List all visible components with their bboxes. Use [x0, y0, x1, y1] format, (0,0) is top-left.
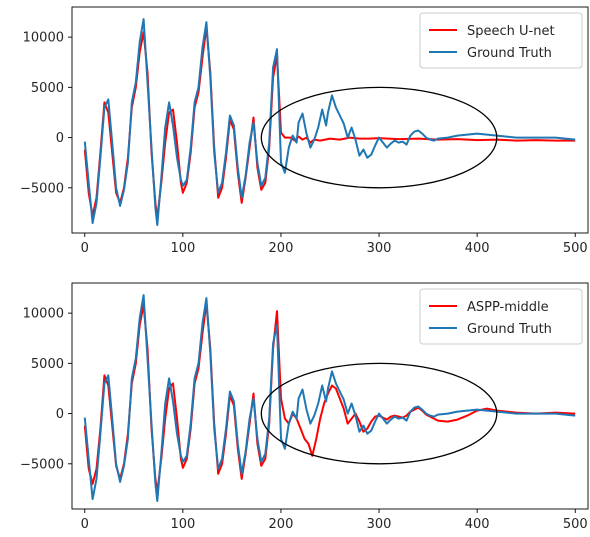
y-tick-label: 0	[56, 131, 64, 146]
x-tick-label: 300	[367, 517, 392, 532]
legend-label: Speech U-net	[467, 24, 555, 39]
x-tick-label: 100	[170, 517, 195, 532]
y-tick-label: 5000	[31, 357, 64, 372]
y-tick-label: 5000	[31, 81, 64, 96]
y-tick-label: −5000	[20, 457, 64, 472]
x-tick-label: 200	[269, 517, 294, 532]
legend-box	[419, 12, 583, 69]
y-tick-label: 10000	[23, 31, 64, 46]
plot-area	[83, 294, 576, 502]
x-tick-label: 0	[81, 517, 89, 532]
x-tick-label: 200	[269, 241, 294, 256]
chart-panel-1: 0 100 200 300 400 500 −5000 0 5000 10000 Speech U-…	[20, 6, 589, 256]
highlight-ellipse	[260, 86, 498, 189]
x-tick-label: 500	[563, 241, 588, 256]
legend-label: Ground Truth	[467, 322, 552, 337]
series-line-2	[83, 294, 576, 502]
axes-frame	[71, 282, 589, 510]
highlight-ellipse	[260, 362, 498, 465]
chart-panel-2: 0 100 200 300 400 500 −5000 0 5000 10000 ASPP-midd…	[20, 282, 589, 532]
y-tick-label: 0	[56, 407, 64, 422]
x-tick-label: 400	[465, 241, 490, 256]
legend: ASPP-middle Ground Truth	[419, 288, 583, 345]
legend: Speech U-net Ground Truth	[419, 12, 583, 69]
x-tick-label: 500	[563, 517, 588, 532]
legend-box	[419, 288, 583, 345]
y-tick-label: 10000	[23, 307, 64, 322]
x-tick-label: 0	[81, 241, 89, 256]
axes-frame	[71, 6, 589, 234]
legend-label: ASPP-middle	[467, 300, 549, 315]
x-tick-label: 400	[465, 517, 490, 532]
legend-label: Ground Truth	[467, 46, 552, 61]
plot-area	[83, 18, 576, 226]
x-tick-label: 100	[170, 241, 195, 256]
x-tick-label: 300	[367, 241, 392, 256]
series-line-2	[83, 18, 576, 226]
y-tick-label: −5000	[20, 181, 64, 196]
